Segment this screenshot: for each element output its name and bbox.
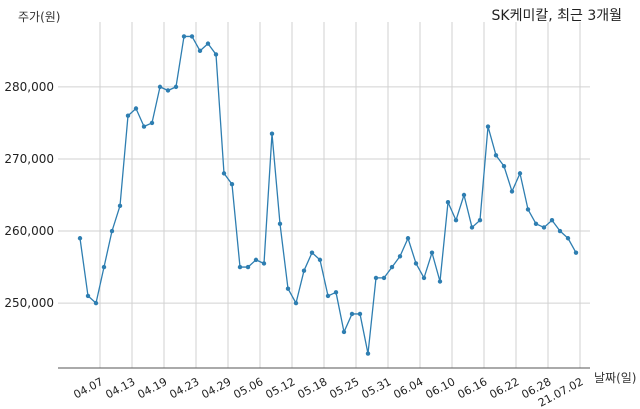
x-tick-label: 04.29 [199, 375, 233, 401]
data-point [205, 41, 211, 46]
data-point [461, 192, 467, 198]
data-point [557, 228, 563, 234]
data-point [181, 34, 187, 39]
data-point [421, 275, 427, 281]
data-point [445, 200, 451, 205]
x-tick-label: 06.22 [487, 375, 521, 401]
data-point [341, 329, 347, 335]
data-point [221, 171, 227, 176]
data-point [293, 300, 299, 306]
data-point [453, 218, 459, 223]
data-point [165, 88, 171, 93]
data-point [333, 290, 339, 295]
data-point [229, 181, 235, 187]
data-point [317, 257, 323, 263]
data-point [565, 236, 571, 241]
data-point [197, 48, 203, 54]
data-point [149, 120, 155, 126]
data-point [413, 261, 419, 266]
data-point [101, 264, 107, 270]
x-axis-label: 날짜(일) [594, 371, 637, 385]
x-tick-label: 05.06 [231, 375, 265, 401]
data-point [397, 254, 403, 259]
y-tick-label: 280,000 [4, 80, 54, 94]
x-tick-label: 05.18 [295, 375, 329, 401]
data-point [501, 163, 507, 169]
x-tick-label: 05.31 [359, 375, 393, 401]
data-point [141, 124, 147, 129]
data-point [117, 203, 123, 209]
data-point [405, 236, 411, 241]
data-point [189, 34, 195, 39]
data-point [261, 261, 267, 266]
x-tick-label: 04.23 [167, 375, 201, 401]
y-axis-label: 주가(원) [18, 10, 61, 24]
y-tick-label: 260,000 [4, 224, 54, 238]
data-point [253, 257, 259, 263]
data-point [525, 207, 531, 212]
data-point [373, 275, 379, 281]
data-point [173, 84, 179, 90]
x-tick-label: 04.07 [71, 375, 105, 401]
data-point [437, 279, 443, 284]
x-tick-label: 05.25 [327, 375, 361, 401]
data-point [549, 218, 555, 223]
data-point [477, 218, 483, 223]
y-tick-label: 250,000 [4, 296, 54, 310]
data-point [509, 189, 515, 194]
x-tick-label: 05.12 [263, 375, 297, 401]
data-point [133, 106, 139, 111]
chart-title: SK케미칼, 최근 3개월 [491, 8, 623, 24]
y-tick-label: 270,000 [4, 152, 54, 166]
data-point [237, 264, 243, 270]
data-point [541, 225, 547, 230]
data-point [469, 225, 475, 230]
x-tick-label: 06.10 [423, 375, 457, 401]
data-point [277, 221, 283, 227]
data-point [93, 300, 99, 306]
data-point [325, 293, 331, 299]
data-point [285, 286, 291, 291]
data-point [573, 250, 579, 255]
data-point [109, 228, 115, 234]
data-point [157, 84, 163, 90]
price-line [79, 35, 577, 355]
data-point [429, 250, 435, 255]
data-point [213, 52, 219, 57]
x-tick-label: 04.13 [103, 375, 137, 401]
x-tick-label: 06.04 [391, 375, 425, 401]
data-point [301, 268, 307, 273]
data-point [517, 171, 523, 176]
data-point [349, 311, 355, 317]
data-point [125, 113, 131, 118]
data-point [85, 293, 91, 299]
data-point [493, 153, 499, 158]
data-point [389, 264, 395, 270]
data-point [77, 236, 83, 241]
data-point [309, 250, 315, 255]
data-point [357, 311, 363, 317]
data-point [485, 124, 491, 129]
data-point [381, 275, 387, 281]
data-point [269, 131, 275, 136]
data-point [245, 264, 251, 270]
data-point [365, 351, 371, 356]
x-tick-label: 04.19 [135, 375, 169, 401]
data-point [533, 221, 539, 227]
x-tick-label: 06.16 [455, 375, 489, 401]
